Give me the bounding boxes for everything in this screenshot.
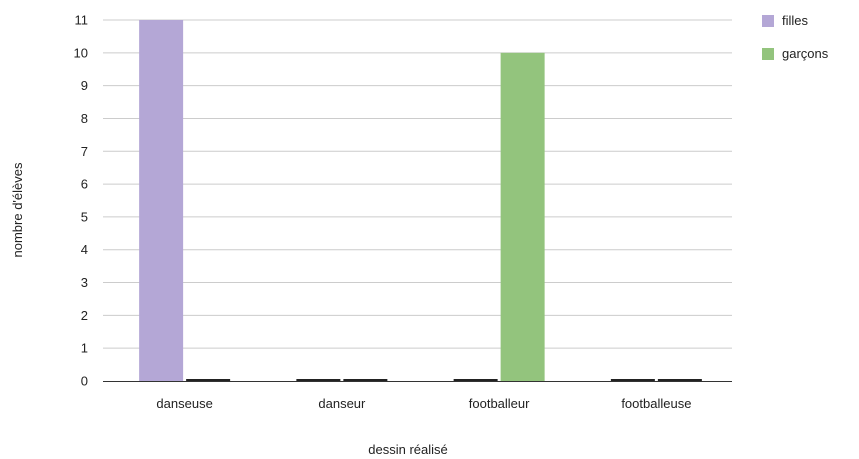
y-tick-label-10: 10 bbox=[74, 45, 88, 60]
y-tick-label-2: 2 bbox=[81, 308, 88, 323]
legend-label-filles: filles bbox=[782, 13, 809, 28]
y-tick-label-9: 9 bbox=[81, 78, 88, 93]
bar-garcons-footballeuse bbox=[657, 379, 702, 381]
gridlines bbox=[103, 19, 732, 349]
bar-filles-danseur bbox=[296, 379, 341, 381]
y-tick-label-4: 4 bbox=[81, 242, 88, 257]
bar-garcons-danseuse bbox=[186, 379, 231, 381]
y-tick-label-0: 0 bbox=[81, 374, 88, 389]
x-axis-title: dessin réalisé bbox=[368, 442, 448, 457]
bar-filles-footballeuse bbox=[610, 379, 655, 381]
bar-garcons-footballeur bbox=[500, 52, 545, 382]
bars bbox=[139, 20, 702, 382]
bar-filles-danseuse bbox=[139, 20, 184, 381]
x-tick-labels: danseuse danseur footballeur footballeuse bbox=[156, 396, 691, 411]
x-tick-label-danseur: danseur bbox=[318, 396, 366, 411]
y-tick-label-3: 3 bbox=[81, 275, 88, 290]
legend-swatch-garcons bbox=[762, 47, 774, 60]
y-axis-title: nombre d'élèves bbox=[10, 162, 25, 257]
bar-garcons-danseur bbox=[343, 379, 388, 381]
legend: filles garçons bbox=[762, 10, 828, 76]
legend-item-garcons: garçons bbox=[762, 43, 828, 64]
legend-swatch-filles bbox=[762, 14, 774, 27]
y-tick-label-1: 1 bbox=[81, 341, 88, 356]
bar-filles-footballeur bbox=[453, 379, 498, 381]
y-tick-label-6: 6 bbox=[81, 177, 88, 192]
y-tick-label-7: 7 bbox=[81, 144, 88, 159]
x-tick-label-danseuse: danseuse bbox=[156, 396, 212, 411]
x-tick-label-footballeuse: footballeuse bbox=[621, 396, 691, 411]
y-tick-label-8: 8 bbox=[81, 111, 88, 126]
x-tick-label-footballeur: footballeur bbox=[469, 396, 530, 411]
y-tick-label-5: 5 bbox=[81, 209, 88, 224]
y-tick-label-11: 11 bbox=[75, 13, 89, 28]
legend-item-filles: filles bbox=[762, 10, 828, 31]
legend-label-garcons: garçons bbox=[782, 46, 829, 61]
y-tick-labels: 0 1 2 3 4 5 6 7 8 9 10 11 bbox=[74, 13, 88, 389]
